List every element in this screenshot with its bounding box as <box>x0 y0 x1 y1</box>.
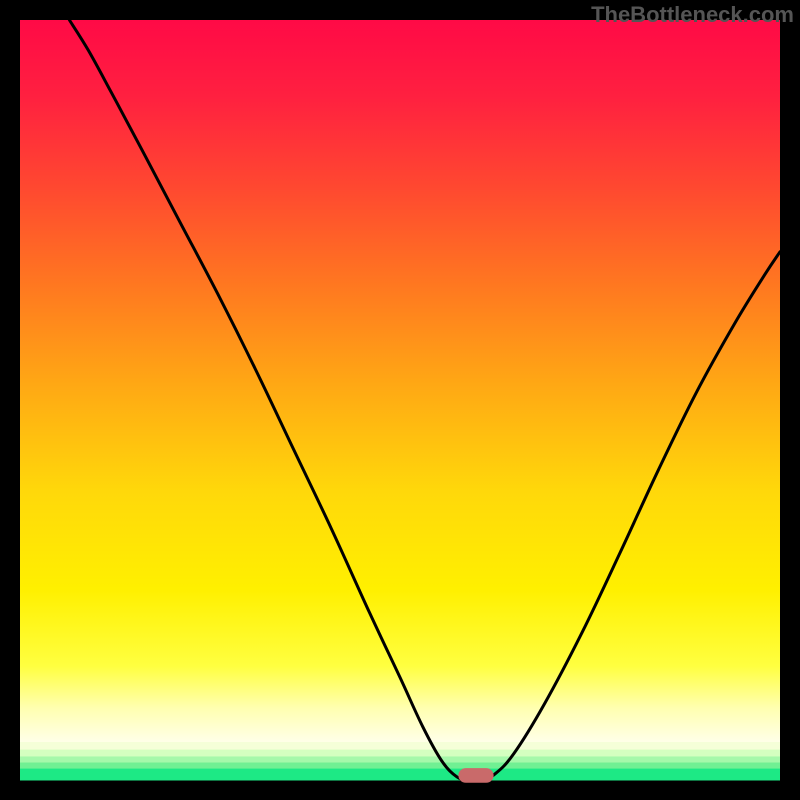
optimal-marker <box>459 769 493 783</box>
chart-svg <box>0 0 800 800</box>
watermark-text: TheBottleneck.com <box>591 2 794 28</box>
bottleneck-chart: TheBottleneck.com <box>0 0 800 800</box>
